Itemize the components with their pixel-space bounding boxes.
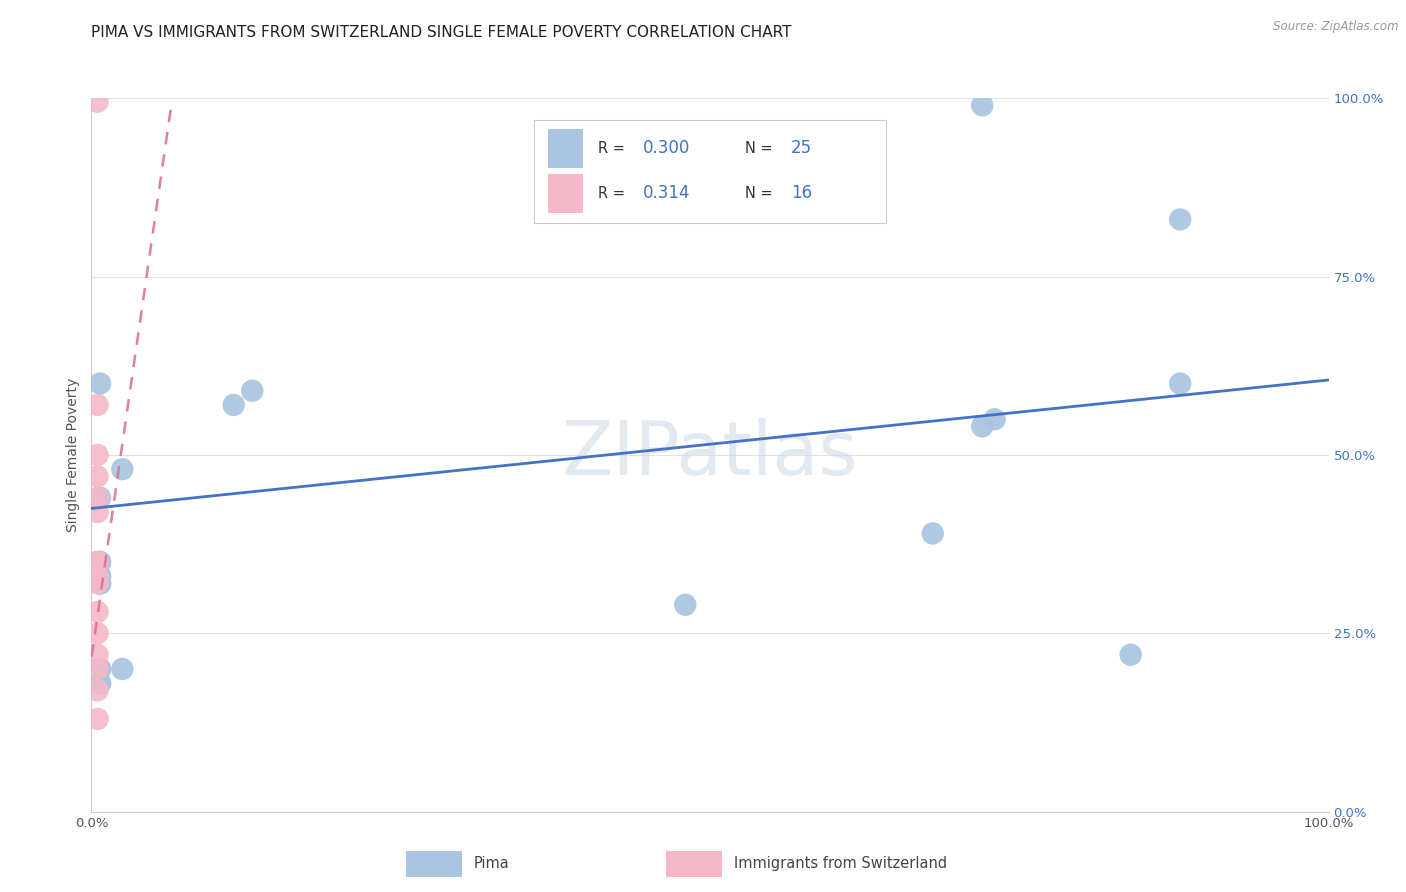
Point (86, 448, 108, 462)
Point (86, 662, 108, 676)
Point (89, 662, 111, 676)
Point (86, 469, 108, 483)
Point (111, 662, 134, 676)
Y-axis label: Single Female Poverty: Single Female Poverty (66, 378, 80, 532)
FancyBboxPatch shape (666, 851, 721, 877)
Point (89, 555, 111, 569)
FancyBboxPatch shape (548, 128, 583, 168)
Point (89, 676, 111, 690)
FancyBboxPatch shape (548, 174, 583, 212)
Point (111, 462, 134, 476)
Point (86, 569, 108, 583)
Point (89, 491, 111, 505)
Text: 16: 16 (790, 185, 813, 202)
Text: 0.300: 0.300 (644, 139, 690, 157)
Point (89, 676, 111, 690)
Text: N =: N = (745, 186, 773, 201)
Text: N =: N = (745, 141, 773, 155)
Text: 25: 25 (790, 139, 813, 157)
Point (89, 555, 111, 569)
Point (972, 98, 994, 112)
Point (89, 569, 111, 583)
Point (86, 491, 108, 505)
Text: PIMA VS IMMIGRANTS FROM SWITZERLAND SINGLE FEMALE POVERTY CORRELATION CHART: PIMA VS IMMIGRANTS FROM SWITZERLAND SING… (91, 25, 792, 40)
Point (89, 662, 111, 676)
Text: 0.314: 0.314 (644, 185, 690, 202)
Text: R =: R = (598, 186, 624, 201)
Point (86, 626, 108, 640)
Point (673, 598, 696, 612)
Point (89, 376, 111, 391)
Point (86, 398, 108, 412)
Point (89, 576, 111, 591)
Point (983, 412, 1005, 426)
FancyBboxPatch shape (406, 851, 461, 877)
Point (1168, 376, 1191, 391)
Text: Immigrants from Switzerland: Immigrants from Switzerland (734, 855, 948, 871)
Point (86, 712, 108, 726)
Point (86, 576, 108, 591)
Text: Source: ZipAtlas.com: Source: ZipAtlas.com (1274, 20, 1399, 33)
Text: R =: R = (598, 141, 624, 155)
Point (222, 398, 245, 412)
Point (86, 555, 108, 569)
Point (89, 576, 111, 591)
Point (86, 555, 108, 569)
Point (1119, 648, 1142, 662)
Point (86, 648, 108, 662)
Text: ZIPatlas: ZIPatlas (562, 418, 858, 491)
Point (86, 605, 108, 619)
Point (89, 576, 111, 591)
Point (972, 419, 994, 434)
Point (921, 526, 943, 541)
Point (89, 569, 111, 583)
Point (86, 505, 108, 519)
Point (86, 683, 108, 698)
Point (1168, 212, 1191, 227)
Point (240, 384, 263, 398)
Text: Pima: Pima (474, 855, 510, 871)
Point (86, 95, 108, 109)
